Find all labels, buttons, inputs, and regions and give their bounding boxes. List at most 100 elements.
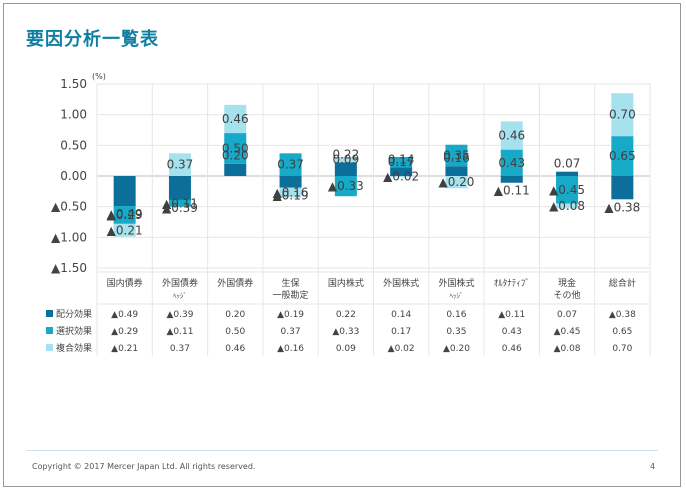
table-cell: 0.22 [336,310,356,320]
y-unit-label: (%) [92,72,106,81]
y-tick-label: 1.50 [60,77,87,91]
table-cell: 0.17 [391,327,411,337]
data-label: 0.46 [498,129,525,143]
bar-segment [113,206,136,224]
table-cell: 0.46 [502,344,522,354]
table-cell: 0.37 [170,344,190,354]
x-category-label: 現金 [558,277,576,289]
data-label: ▲0.19 [273,189,309,203]
table-cell: ▲0.11 [166,327,193,337]
data-label: ▲0.38 [604,200,640,214]
x-category-label: 生保 [282,277,300,289]
data-label: 0.07 [554,157,581,171]
table-cell: ▲0.16 [277,344,304,354]
data-label: ▲0.11 [162,196,198,210]
table-cell: ▲0.20 [443,344,470,354]
table-cell: ▲0.49 [111,310,138,320]
table-cell: ▲0.39 [166,310,193,320]
data-label: 0.14 [388,152,415,166]
bar-segment [168,176,191,200]
x-category-label: ﾍｯｼﾞ [449,292,463,300]
data-label: 0.37 [167,158,194,172]
y-tick-label: 0.00 [60,169,87,183]
legend-label: 複合効果 [56,342,92,354]
y-tick-label: ▲0.50 [51,200,87,214]
x-category-label: 国内債券 [107,277,143,289]
table-cell: 0.07 [557,310,577,320]
bar-segment [334,162,357,176]
table-cell: ▲0.33 [332,327,359,337]
table-cell: 0.46 [225,344,245,354]
data-label: 0.37 [277,158,304,172]
bar-segment [500,149,523,176]
data-label: 0.46 [222,112,249,126]
slide-frame: 要因分析一覧表 ▲1.50 ▲1.00 ▲0.50 0.00 0.50 1.00 1.50 (… [3,3,681,487]
bar-segment [224,163,247,176]
table-cell: 0.50 [225,327,245,337]
bar-segment [168,153,191,176]
data-label: ▲0.16 [273,186,309,200]
data-label: 0.43 [498,156,525,170]
y-tick-label: 1.00 [60,108,87,122]
data-label: ▲0.49 [107,207,143,221]
legend-label: 配分効果 [56,308,92,320]
x-category-label: ﾍｯｼﾞ [173,292,187,300]
data-label: ▲0.08 [549,199,585,213]
bar-segment [334,176,357,197]
x-category-label: 国内株式 [328,277,364,289]
table-cell: 0.14 [391,310,411,320]
table-cell: ▲0.19 [277,310,304,320]
bar-segment [390,176,413,178]
bar-segment [279,176,302,188]
bar-segment [224,133,247,164]
bar-segment [390,156,413,168]
bar-segment [500,176,523,183]
data-label: 0.65 [609,149,636,163]
data-label: 0.35 [443,148,470,162]
stacked-bar-chart: ▲1.50▲1.00▲0.500.000.501.001.50(%)▲0.49▲… [46,72,651,356]
table-cell: 0.37 [281,327,301,337]
bar-segment [556,176,579,204]
y-tick-label: 0.50 [60,138,87,152]
x-category-label: 外国株式 [438,277,474,289]
footer-divider [26,450,658,451]
table-cell: 0.70 [612,344,632,354]
x-category-label: その他 [554,289,581,301]
x-category-label: 一般勘定 [273,289,309,301]
x-category-label: 外国債券 [162,277,198,289]
bar-segment [611,136,634,176]
table-cell: 0.43 [502,327,522,337]
x-category-label: 総合計 [609,277,636,289]
bar-segment [556,203,579,209]
page-number: 4 [650,462,656,471]
legend-label: 選択効果 [56,325,92,337]
bar-segment [390,167,413,176]
bar-segment [500,121,523,150]
bar-segment [279,187,302,198]
table-cell: ▲0.29 [111,327,138,337]
data-label: ▲0.11 [494,184,530,198]
bar-segment [445,166,468,176]
bar-segment [611,93,634,137]
data-label: ▲0.29 [107,208,143,222]
table-cell: ▲0.11 [498,310,525,320]
data-label: ▲0.45 [549,183,585,197]
table-cell: ▲0.38 [609,310,636,320]
data-label: 0.20 [222,149,249,163]
data-label: 0.09 [332,153,359,167]
table-cell: 0.20 [225,310,245,320]
data-label: 0.22 [332,148,359,162]
legend-swatch [46,344,53,351]
data-label: ▲0.20 [438,175,474,189]
copyright-text: Copyright © 2017 Mercer Japan Ltd. All r… [32,462,256,471]
data-label: 0.16 [443,151,470,165]
table-cell: ▲0.02 [388,344,415,354]
table-cell: 0.35 [446,327,466,337]
bar-segment [445,176,468,189]
bar-segment [168,199,191,207]
x-category-label: ｵﾙﾀﾅﾃｨﾌﾞ [494,278,530,289]
bar-segment [113,176,136,207]
table-cell: ▲0.45 [554,327,581,337]
data-label: 0.17 [388,155,415,169]
bar-segment [334,156,357,163]
